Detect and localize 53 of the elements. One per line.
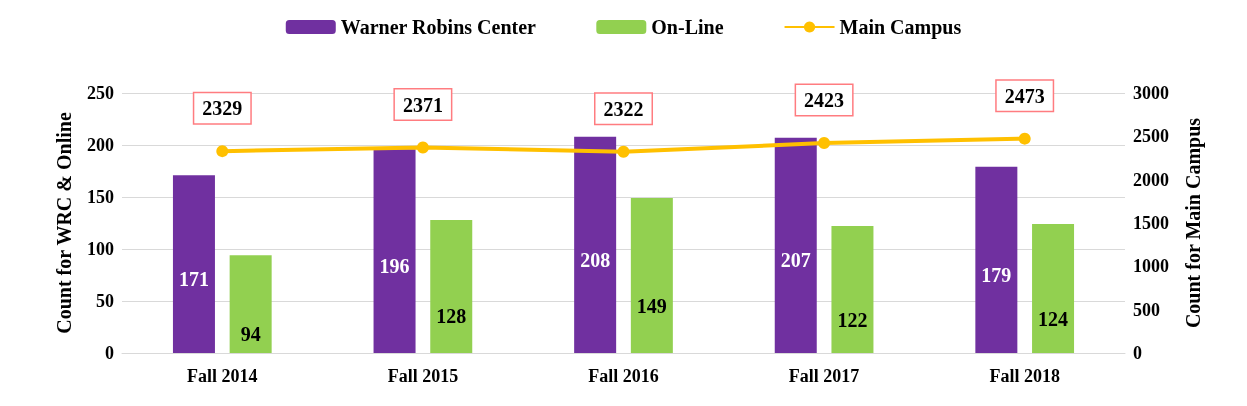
legend-label: Warner Robins Center bbox=[340, 16, 537, 38]
y2-tick-label: 1000 bbox=[1133, 256, 1169, 277]
x-tick-label: Fall 2018 bbox=[989, 366, 1060, 386]
data-label: 207 bbox=[780, 249, 811, 272]
x-tick-label: Fall 2015 bbox=[387, 366, 459, 386]
bar bbox=[831, 226, 874, 353]
bar bbox=[574, 136, 617, 353]
data-label: 208 bbox=[580, 248, 611, 271]
data-label: 122 bbox=[837, 308, 868, 331]
y-tick-label: 200 bbox=[87, 135, 114, 155]
point bbox=[216, 145, 229, 158]
y-tick-label: 50 bbox=[96, 291, 114, 311]
point bbox=[818, 137, 831, 149]
data-label: 179 bbox=[981, 263, 1012, 286]
data-label: 94 bbox=[240, 323, 261, 346]
bar bbox=[373, 149, 416, 353]
bar bbox=[172, 175, 215, 353]
y-tick-label: 150 bbox=[87, 187, 114, 207]
x-tick-label: Fall 2014 bbox=[187, 366, 258, 386]
data-label: 196 bbox=[379, 255, 410, 278]
x-tick-label: Fall 2017 bbox=[788, 366, 860, 386]
y2-tick-label: 3000 bbox=[1133, 83, 1169, 103]
data-label: 2423 bbox=[804, 89, 845, 112]
data-label: 128 bbox=[436, 305, 467, 328]
y2-tick-label: 0 bbox=[1133, 343, 1142, 363]
y2-tick-label: 2500 bbox=[1133, 126, 1169, 147]
data-label: 149 bbox=[636, 294, 667, 317]
bar bbox=[630, 198, 673, 353]
point bbox=[617, 145, 630, 158]
bar bbox=[430, 219, 473, 353]
y2-axis-title: Count for Main Campus bbox=[1182, 117, 1205, 329]
bar bbox=[1032, 224, 1075, 353]
data-label: 171 bbox=[178, 268, 209, 291]
y2-tick-label: 1500 bbox=[1133, 213, 1169, 233]
bar bbox=[774, 137, 817, 353]
y2-tick-label: 2000 bbox=[1133, 169, 1169, 190]
data-label: 2371 bbox=[402, 93, 443, 116]
data-label: 2329 bbox=[202, 97, 243, 120]
legend-label: On-Line bbox=[651, 16, 724, 38]
y-tick-label: 100 bbox=[87, 239, 114, 259]
legend-label: Main Campus bbox=[839, 16, 962, 39]
y-tick-label: 250 bbox=[87, 83, 114, 103]
data-label: 2473 bbox=[1004, 84, 1045, 107]
bar bbox=[229, 255, 272, 353]
y-tick-label: 0 bbox=[105, 343, 114, 363]
data-label: 124 bbox=[1038, 307, 1069, 330]
y-axis-title: Count for WRC & Online bbox=[53, 112, 75, 334]
data-label: 2322 bbox=[603, 97, 644, 120]
point bbox=[1018, 132, 1031, 145]
bar bbox=[975, 166, 1018, 353]
point bbox=[416, 141, 429, 154]
y2-tick-label: 500 bbox=[1133, 299, 1160, 320]
x-tick-label: Fall 2016 bbox=[588, 366, 659, 386]
